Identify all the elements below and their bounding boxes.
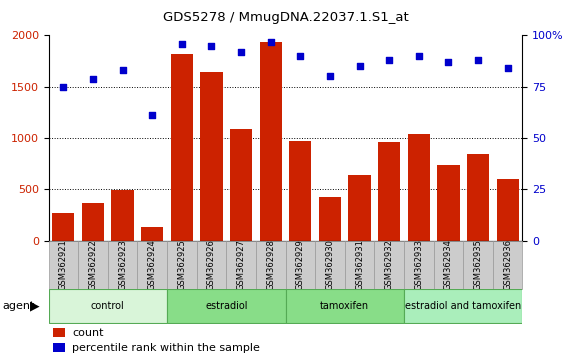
Bar — [200, 72, 223, 241]
Bar — [82, 203, 104, 241]
Text: GSM362934: GSM362934 — [444, 239, 453, 290]
Text: count: count — [73, 328, 104, 338]
Text: GSM362923: GSM362923 — [118, 239, 127, 290]
Text: GSM362924: GSM362924 — [148, 239, 156, 290]
Bar — [463, 241, 493, 289]
Text: GSM362933: GSM362933 — [415, 239, 423, 290]
Text: GSM362935: GSM362935 — [473, 239, 482, 290]
Text: GSM362921: GSM362921 — [59, 239, 68, 290]
Bar — [286, 289, 404, 323]
Bar — [348, 175, 371, 241]
Text: estradiol and tamoxifen: estradiol and tamoxifen — [405, 301, 521, 311]
Bar — [345, 241, 375, 289]
Point — [118, 68, 127, 73]
Bar — [167, 241, 196, 289]
Point — [236, 49, 246, 55]
Text: GSM362927: GSM362927 — [236, 239, 246, 290]
Bar — [108, 241, 138, 289]
Text: GSM362931: GSM362931 — [355, 239, 364, 290]
Text: GSM362929: GSM362929 — [296, 239, 305, 290]
Text: GSM362932: GSM362932 — [385, 239, 393, 290]
Text: tamoxifen: tamoxifen — [320, 301, 369, 311]
Bar — [171, 54, 193, 241]
Bar — [167, 289, 286, 323]
Bar — [226, 241, 256, 289]
Bar — [319, 196, 341, 241]
Point — [473, 57, 482, 63]
Bar — [78, 241, 108, 289]
Bar — [493, 241, 522, 289]
Bar — [49, 289, 167, 323]
Text: percentile rank within the sample: percentile rank within the sample — [73, 343, 260, 353]
Text: GSM362926: GSM362926 — [207, 239, 216, 290]
Bar — [408, 134, 430, 241]
Bar — [433, 241, 463, 289]
Bar — [404, 289, 522, 323]
Point — [207, 43, 216, 48]
Bar — [375, 241, 404, 289]
Text: GSM362930: GSM362930 — [325, 239, 335, 290]
Bar — [378, 142, 400, 241]
Point — [266, 39, 275, 44]
Bar — [52, 213, 74, 241]
Bar — [260, 41, 282, 241]
Text: GSM362922: GSM362922 — [89, 239, 98, 290]
Bar — [286, 241, 315, 289]
Point — [325, 74, 335, 79]
Text: estradiol: estradiol — [205, 301, 247, 311]
Bar — [138, 241, 167, 289]
Point — [148, 113, 157, 118]
Text: GSM362925: GSM362925 — [178, 239, 186, 290]
Bar — [256, 241, 286, 289]
Bar — [49, 241, 78, 289]
Bar — [315, 241, 345, 289]
Bar — [467, 154, 489, 241]
Bar — [53, 343, 65, 353]
Point — [503, 65, 512, 71]
Point — [177, 41, 186, 46]
Text: control: control — [91, 301, 124, 311]
Bar — [111, 190, 134, 241]
Bar — [230, 129, 252, 241]
Bar — [404, 241, 433, 289]
Bar — [437, 165, 460, 241]
Point — [444, 59, 453, 65]
Text: GSM362928: GSM362928 — [266, 239, 275, 290]
Point — [355, 63, 364, 69]
Text: GDS5278 / MmugDNA.22037.1.S1_at: GDS5278 / MmugDNA.22037.1.S1_at — [163, 11, 408, 24]
Point — [296, 53, 305, 59]
Text: agent: agent — [3, 301, 35, 311]
Bar — [497, 179, 519, 241]
Point — [414, 53, 423, 59]
Bar — [289, 141, 311, 241]
Bar — [53, 329, 65, 337]
Bar — [141, 227, 163, 241]
Point — [89, 76, 98, 81]
Bar — [196, 241, 226, 289]
Text: GSM362936: GSM362936 — [503, 239, 512, 290]
Point — [385, 57, 394, 63]
Point — [59, 84, 68, 90]
Text: ▶: ▶ — [30, 300, 39, 313]
